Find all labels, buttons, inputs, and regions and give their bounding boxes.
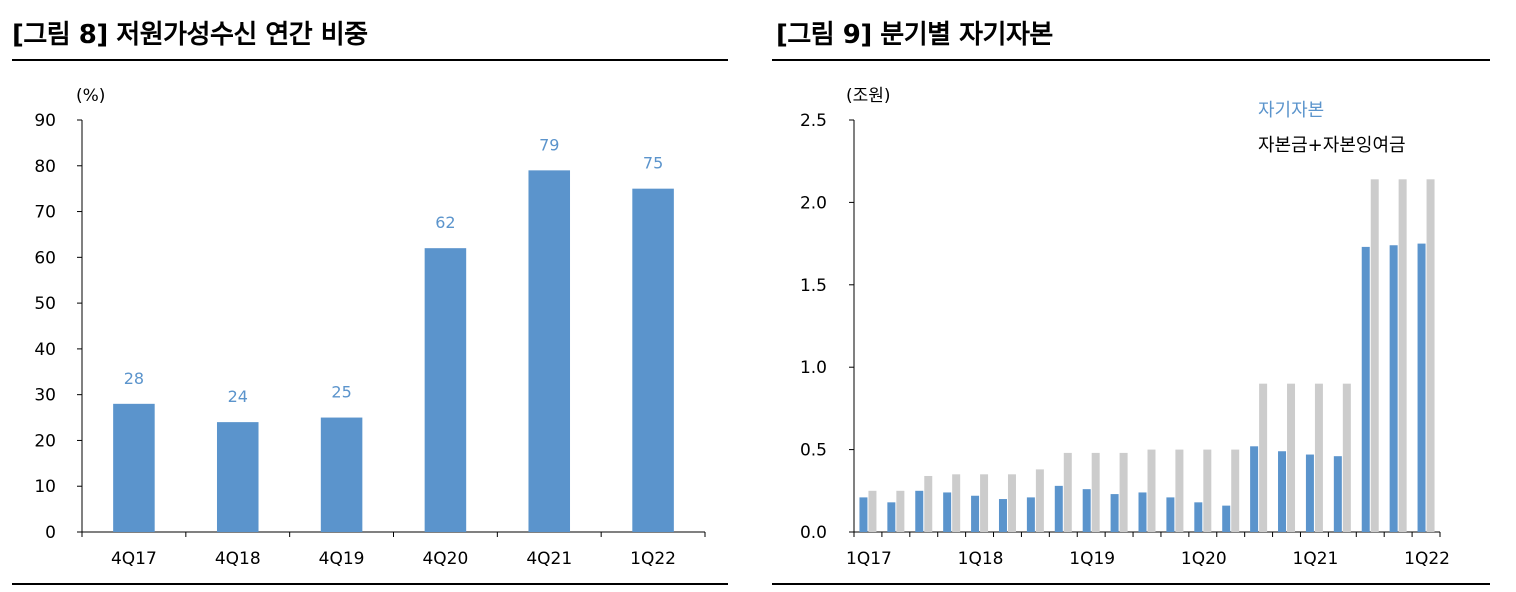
bar-equity bbox=[1082, 489, 1091, 532]
x-tick-label: 1Q19 bbox=[1069, 549, 1115, 569]
figure-9-title: [그림 9] 분기별 자기자본 bbox=[776, 20, 1053, 50]
bar bbox=[320, 417, 363, 532]
bar-equity bbox=[887, 502, 896, 532]
y-tick-label: 1.0 bbox=[800, 358, 827, 378]
data-label: 62 bbox=[435, 213, 455, 232]
bar-capital-surplus bbox=[1203, 449, 1212, 532]
x-tick-label: 4Q19 bbox=[319, 549, 365, 569]
y-tick-label: 2.5 bbox=[800, 111, 827, 131]
legend-item-capital-surplus: 자본금+자본잉여금 bbox=[1258, 135, 1406, 156]
bar bbox=[424, 248, 467, 532]
bar-capital-surplus bbox=[1007, 474, 1016, 532]
data-label: 79 bbox=[539, 135, 559, 154]
bar-capital-surplus bbox=[1035, 469, 1044, 532]
bar-equity bbox=[1026, 497, 1035, 532]
y-tick-label: 70 bbox=[34, 203, 56, 223]
bar-capital-surplus bbox=[952, 474, 961, 532]
x-tick-label: 1Q17 bbox=[846, 549, 892, 569]
bar-capital-surplus bbox=[1063, 452, 1072, 532]
figure-8-title: [그림 8] 저원가성수신 연간 비중 bbox=[12, 20, 368, 50]
bar-capital-surplus bbox=[1398, 179, 1407, 532]
y-tick-label: 40 bbox=[34, 340, 56, 360]
bar-equity bbox=[859, 497, 868, 532]
bar-equity bbox=[1194, 502, 1203, 532]
bar-equity bbox=[1054, 485, 1063, 532]
bar-capital-surplus bbox=[1426, 179, 1435, 532]
y-tick-label: 80 bbox=[34, 157, 56, 177]
x-tick-label: 1Q22 bbox=[1404, 549, 1450, 569]
bar-capital-surplus bbox=[980, 474, 989, 532]
bar-equity bbox=[1278, 451, 1287, 532]
bar-equity bbox=[1361, 246, 1370, 532]
bar-equity bbox=[943, 492, 952, 532]
bar-capital-surplus bbox=[1287, 383, 1296, 532]
bar bbox=[632, 188, 674, 532]
bar-capital-surplus bbox=[924, 475, 933, 532]
bar-capital-surplus bbox=[868, 490, 877, 532]
bar-capital-surplus bbox=[1314, 383, 1323, 532]
y-tick-label: 90 bbox=[34, 111, 56, 131]
y-tick-label: 0 bbox=[45, 523, 56, 543]
bar-equity bbox=[1333, 456, 1342, 532]
figure-8-panel: [그림 8] 저원가성수신 연간 비중 (%) 0 10 20 30 40 50 60 70 80… bbox=[0, 0, 740, 592]
x-tick-label: 4Q20 bbox=[422, 549, 468, 569]
figure-8-chart: (%) 0 10 20 30 40 50 60 70 80 90 28 4Q17 24 4Q18 25 4Q19… bbox=[12, 59, 728, 585]
y-tick-label: 50 bbox=[34, 294, 56, 314]
figure-9-panel: [그림 9] 분기별 자기자본 (조원) 0.0 0.5 1.0 1.5 2.0 2.5 1Q… bbox=[770, 0, 1516, 592]
y-unit-label: (%) bbox=[76, 86, 105, 106]
data-label: 28 bbox=[124, 369, 144, 388]
bar-capital-surplus bbox=[1370, 179, 1379, 532]
data-label: 75 bbox=[643, 154, 663, 173]
bar-equity bbox=[971, 495, 980, 532]
bar-equity bbox=[1166, 497, 1175, 532]
bar-equity bbox=[1110, 494, 1119, 532]
bar-capital-surplus bbox=[1342, 383, 1351, 532]
y-tick-label: 0.5 bbox=[800, 441, 827, 461]
bar-capital-surplus bbox=[1119, 452, 1128, 532]
bar-equity bbox=[915, 490, 924, 532]
figure-9-chart: (조원) 0.0 0.5 1.0 1.5 2.0 2.5 1Q17 1Q18 1Q19 1Q20 1Q… bbox=[772, 59, 1490, 585]
bar-capital-surplus bbox=[896, 490, 905, 532]
bar-capital-surplus bbox=[1259, 383, 1268, 532]
x-tick-label: 1Q21 bbox=[1293, 549, 1339, 569]
bar-capital-surplus bbox=[1175, 449, 1184, 532]
y-unit-label: (조원) bbox=[846, 86, 891, 106]
y-tick-label: 2.0 bbox=[800, 193, 827, 213]
y-tick-label: 1.5 bbox=[800, 276, 827, 296]
y-tick-label: 60 bbox=[34, 248, 56, 268]
y-tick-label: 0.0 bbox=[800, 523, 827, 543]
bar-capital-surplus bbox=[1147, 449, 1156, 532]
x-tick-label: 4Q21 bbox=[526, 549, 572, 569]
bar-equity bbox=[1305, 454, 1314, 532]
data-label: 25 bbox=[331, 383, 351, 402]
data-label: 24 bbox=[228, 387, 248, 406]
bar-equity bbox=[1138, 492, 1147, 532]
bar-equity bbox=[1222, 505, 1231, 532]
bar-equity bbox=[1389, 245, 1398, 533]
bar-equity bbox=[998, 499, 1007, 532]
x-tick-label: 4Q18 bbox=[215, 549, 261, 569]
x-tick-label: 1Q20 bbox=[1181, 549, 1227, 569]
x-tick-label: 1Q22 bbox=[630, 549, 676, 569]
y-tick-label: 20 bbox=[34, 431, 56, 451]
bar-equity bbox=[1250, 446, 1259, 532]
bar-equity bbox=[1417, 243, 1426, 532]
legend-item-equity: 자기자본 bbox=[1258, 100, 1324, 121]
bar bbox=[528, 170, 571, 532]
y-tick-label: 10 bbox=[34, 477, 56, 497]
bar-capital-surplus bbox=[1231, 449, 1240, 532]
x-tick-label: 4Q17 bbox=[111, 549, 157, 569]
bar bbox=[216, 422, 259, 532]
bar bbox=[113, 403, 155, 532]
bar-capital-surplus bbox=[1091, 452, 1100, 532]
x-tick-label: 1Q18 bbox=[958, 549, 1004, 569]
y-tick-label: 30 bbox=[34, 386, 56, 406]
